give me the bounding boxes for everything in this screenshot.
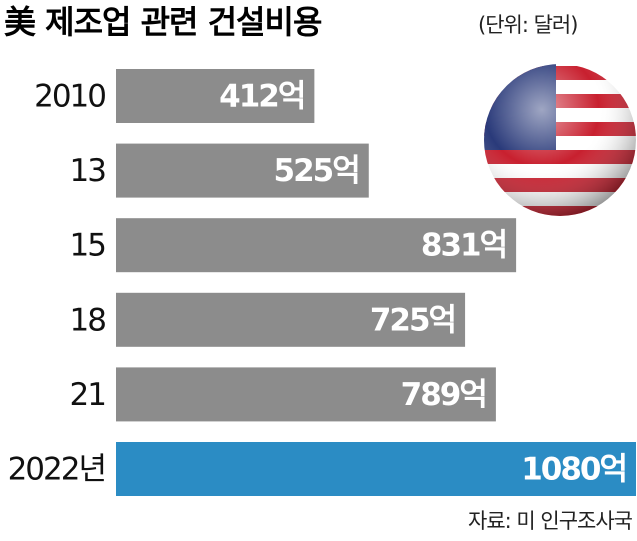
y-tick-label: 13 (70, 153, 106, 189)
bar (116, 218, 517, 273)
bar (116, 367, 496, 422)
y-tick-label: 2010 (34, 79, 105, 115)
bar (116, 442, 636, 496)
us-flag-icon (484, 64, 636, 216)
bar (116, 69, 315, 123)
value-label: 525억 (274, 153, 359, 189)
value-label: 725억 (370, 302, 455, 338)
value-label: 831억 (421, 228, 506, 264)
bar (116, 292, 466, 347)
value-label: 1080억 (521, 452, 626, 488)
y-tick-label: 21 (70, 377, 105, 413)
value-label: 412억 (219, 79, 304, 115)
chart-subtitle: (단위: 달러) (478, 13, 577, 37)
chart-title: 美 제조업 관련 건설비용 (4, 3, 322, 41)
value-label: 789억 (401, 377, 486, 413)
y-tick-label: 18 (70, 302, 106, 338)
source: 자료: 미 인구조사국 (468, 509, 633, 533)
y-tick-label: 15 (70, 228, 106, 264)
y-tick-label: 2022년 (8, 452, 105, 488)
bar (116, 143, 369, 198)
